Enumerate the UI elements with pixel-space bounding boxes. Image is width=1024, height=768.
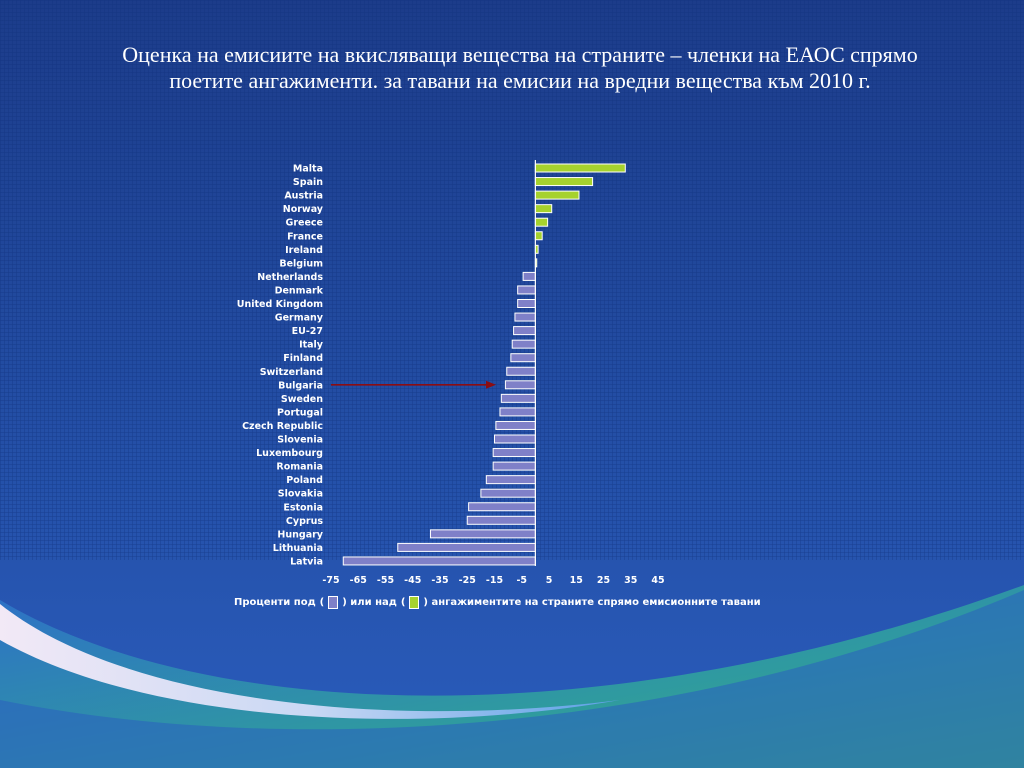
- bar-hungary: [429, 529, 536, 539]
- category-label-ireland: Ireland: [285, 245, 323, 256]
- bar-malta: [534, 163, 626, 173]
- category-label-spain: Spain: [293, 177, 323, 188]
- category-label-france: France: [287, 231, 323, 242]
- x-tick-label-minus-5: -5: [516, 575, 527, 586]
- category-label-austria: Austria: [284, 191, 323, 202]
- category-label-hungary: Hungary: [277, 529, 323, 540]
- category-label-sweden: Sweden: [281, 394, 323, 405]
- bar-italy: [511, 339, 536, 349]
- x-tick-label-minus-65: -65: [350, 575, 367, 586]
- bar-estonia: [468, 502, 536, 512]
- bar-austria: [534, 190, 580, 200]
- x-tick-label-minus-55: -55: [377, 575, 394, 586]
- x-axis-label-part-3: ) или над: [342, 597, 397, 608]
- category-label-italy: Italy: [299, 340, 324, 351]
- bar-germany: [514, 312, 536, 322]
- category-label-finland: Finland: [283, 353, 323, 364]
- slide-title: Оценка на емисиите на вкисляващи веществ…: [122, 42, 918, 93]
- category-label-poland: Poland: [286, 475, 323, 486]
- bar-sweden: [500, 393, 536, 403]
- x-tick-label-minus-35: -35: [431, 575, 448, 586]
- bar-latvia: [342, 556, 536, 566]
- bar-luxembourg: [492, 448, 536, 458]
- bar-norway: [534, 204, 553, 214]
- x-tick-label-minus-45: -45: [404, 575, 421, 586]
- x-tick-label-minus-15: -15: [486, 575, 503, 586]
- category-label-lithuania: Lithuania: [273, 543, 323, 554]
- bar-finland: [510, 353, 536, 363]
- bar-slovenia: [494, 434, 536, 444]
- x-axis-label-part-4: (: [400, 597, 406, 608]
- category-label-romania: Romania: [276, 462, 323, 473]
- category-label-belgium: Belgium: [279, 258, 323, 269]
- x-axis-label-part-1: Проценти под: [234, 597, 316, 608]
- category-label-slovenia: Slovenia: [277, 435, 323, 446]
- bar-romania: [492, 461, 536, 471]
- bar-czech-republic: [495, 420, 536, 430]
- category-label-united-kingdom: United Kingdom: [237, 299, 323, 310]
- category-label-norway: Norway: [283, 204, 324, 215]
- bar-france: [534, 231, 543, 241]
- category-label-malta: Malta: [293, 164, 323, 175]
- category-label-greece: Greece: [286, 218, 323, 229]
- bar-lithuania: [397, 542, 536, 552]
- category-label-luxembourg: Luxembourg: [256, 448, 323, 459]
- x-axis-label-part-5: ) ангажиментите на страните спрямо емиси…: [423, 597, 761, 608]
- x-tick-label-minus-75: -75: [322, 575, 339, 586]
- x-tick-label-45: 45: [651, 575, 664, 586]
- legend-under-swatch: [328, 596, 339, 609]
- bar-slovakia: [480, 488, 536, 498]
- bar-greece: [534, 217, 549, 227]
- bar-cyprus: [466, 515, 536, 525]
- highlight-arrow-head: [486, 380, 496, 389]
- category-label-cyprus: Cyprus: [286, 516, 323, 527]
- x-tick-label-minus-25: -25: [459, 575, 476, 586]
- bar-netherlands: [522, 271, 536, 281]
- x-tick-label-35: 35: [624, 575, 637, 586]
- legend-over-swatch: [409, 596, 420, 609]
- category-label-germany: Germany: [275, 313, 324, 324]
- x-axis-label: Проценти под ( ) или над ( ) ангажименти…: [232, 596, 763, 609]
- category-label-denmark: Denmark: [275, 285, 324, 296]
- category-label-bulgaria: Bulgaria: [278, 380, 323, 391]
- x-tick-label-15: 15: [570, 575, 583, 586]
- category-label-slovakia: Slovakia: [278, 489, 323, 500]
- bar-denmark: [517, 285, 536, 295]
- bar-switzerland: [506, 366, 536, 376]
- category-label-eu-27: EU-27: [292, 326, 323, 337]
- x-axis-label-part-2: (: [319, 597, 325, 608]
- emissions-bar-chart: Malta Spain Austria Norway Greece France Irela…: [237, 160, 665, 586]
- bar-portugal: [499, 407, 536, 417]
- x-tick-label-25: 25: [597, 575, 610, 586]
- category-label-portugal: Portugal: [277, 407, 323, 418]
- bar-united-kingdom: [517, 299, 536, 308]
- category-label-netherlands: Netherlands: [257, 272, 323, 283]
- x-tick-label-5: 5: [546, 575, 553, 586]
- category-label-estonia: Estonia: [283, 502, 323, 513]
- bar-spain: [534, 177, 594, 187]
- bar-bulgaria: [504, 380, 536, 390]
- bar-eu-27: [513, 326, 536, 336]
- category-label-switzerland: Switzerland: [260, 367, 323, 378]
- category-label-czech-republic: Czech Republic: [242, 421, 323, 432]
- bar-poland: [485, 475, 536, 485]
- category-label-latvia: Latvia: [290, 556, 323, 567]
